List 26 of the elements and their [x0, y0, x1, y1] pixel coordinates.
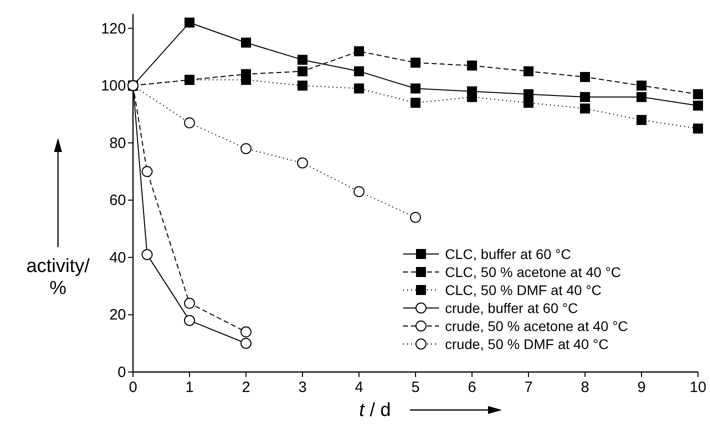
legend-label: CLC, buffer at 60 °C [445, 246, 571, 262]
y-tick-label: 0 [118, 364, 126, 381]
legend-label: crude, 50 % acetone at 40 °C [445, 318, 628, 334]
x-axis-title: t / d [359, 400, 391, 421]
x-tick-label: 8 [580, 379, 590, 396]
legend-label: crude, 50 % DMF at 40 °C [445, 336, 609, 352]
x-tick-label: 7 [524, 379, 533, 396]
x-tick-label: 3 [298, 379, 307, 396]
x-tick-label: 4 [354, 379, 364, 396]
y-tick-label: 40 [109, 249, 126, 266]
y-axis-title: activity/ % [26, 256, 90, 299]
legend-label: CLC, 50 % acetone at 40 °C [445, 264, 622, 280]
y-tick-label: 60 [109, 192, 126, 210]
x-tick-label: 1 [185, 379, 194, 396]
legend-label: crude, buffer at 60 °C [445, 300, 578, 316]
y-tick-label: 100 [100, 78, 126, 95]
legend-label: CLC, 50 % DMF at 40 °C [445, 282, 602, 298]
x-tick-label: 5 [411, 379, 420, 396]
y-tick-label: 20 [109, 306, 126, 324]
x-tick-label: 10 [690, 379, 706, 396]
x-tick-label: 0 [128, 379, 138, 396]
x-tick-label: 6 [468, 379, 476, 396]
x-tick-label: 2 [242, 379, 250, 396]
y-tick-label: 80 [109, 134, 126, 152]
x-tick-label: 9 [637, 379, 646, 396]
y-tick-label: 120 [100, 20, 126, 38]
